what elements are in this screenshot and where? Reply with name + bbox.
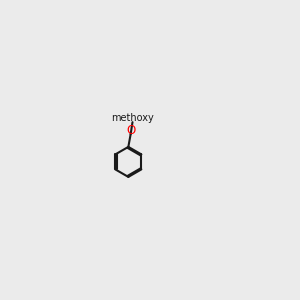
Text: methoxy: methoxy bbox=[111, 113, 154, 123]
Text: O: O bbox=[126, 124, 135, 137]
